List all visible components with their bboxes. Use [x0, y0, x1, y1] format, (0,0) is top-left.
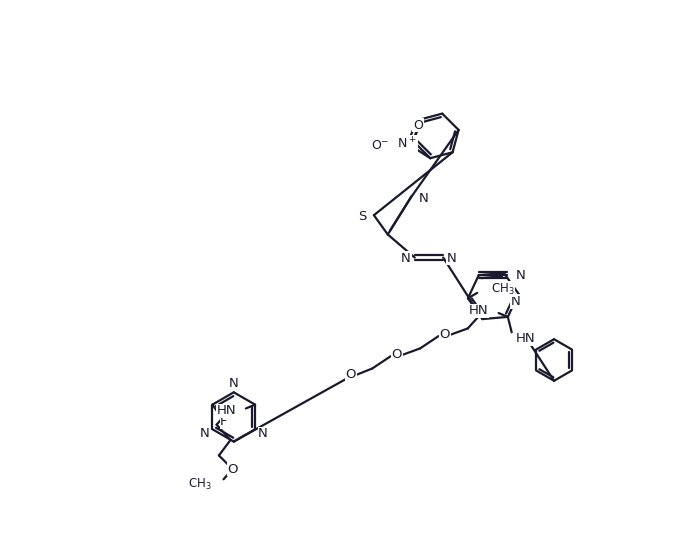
- Text: O: O: [228, 463, 238, 476]
- Text: O$^{-}$: O$^{-}$: [371, 139, 390, 153]
- Text: N: N: [229, 377, 239, 390]
- Text: CH$_3$: CH$_3$: [187, 477, 211, 492]
- Text: N: N: [516, 269, 525, 282]
- Text: HN: HN: [516, 332, 535, 345]
- Text: CH$_3$: CH$_3$: [491, 281, 514, 296]
- Text: N: N: [200, 427, 209, 440]
- Text: N: N: [510, 295, 521, 308]
- Text: S: S: [358, 210, 366, 223]
- Text: N$^+$: N$^+$: [397, 136, 417, 151]
- Text: O: O: [440, 328, 450, 341]
- Text: N: N: [418, 192, 428, 205]
- Text: F: F: [220, 415, 228, 428]
- Text: HN: HN: [469, 304, 488, 317]
- Text: HN: HN: [217, 404, 237, 417]
- Text: O: O: [392, 348, 402, 361]
- Text: O: O: [413, 119, 423, 132]
- Text: N: N: [401, 252, 411, 265]
- Text: N: N: [258, 427, 268, 440]
- Text: N: N: [447, 252, 457, 265]
- Text: O: O: [346, 368, 356, 381]
